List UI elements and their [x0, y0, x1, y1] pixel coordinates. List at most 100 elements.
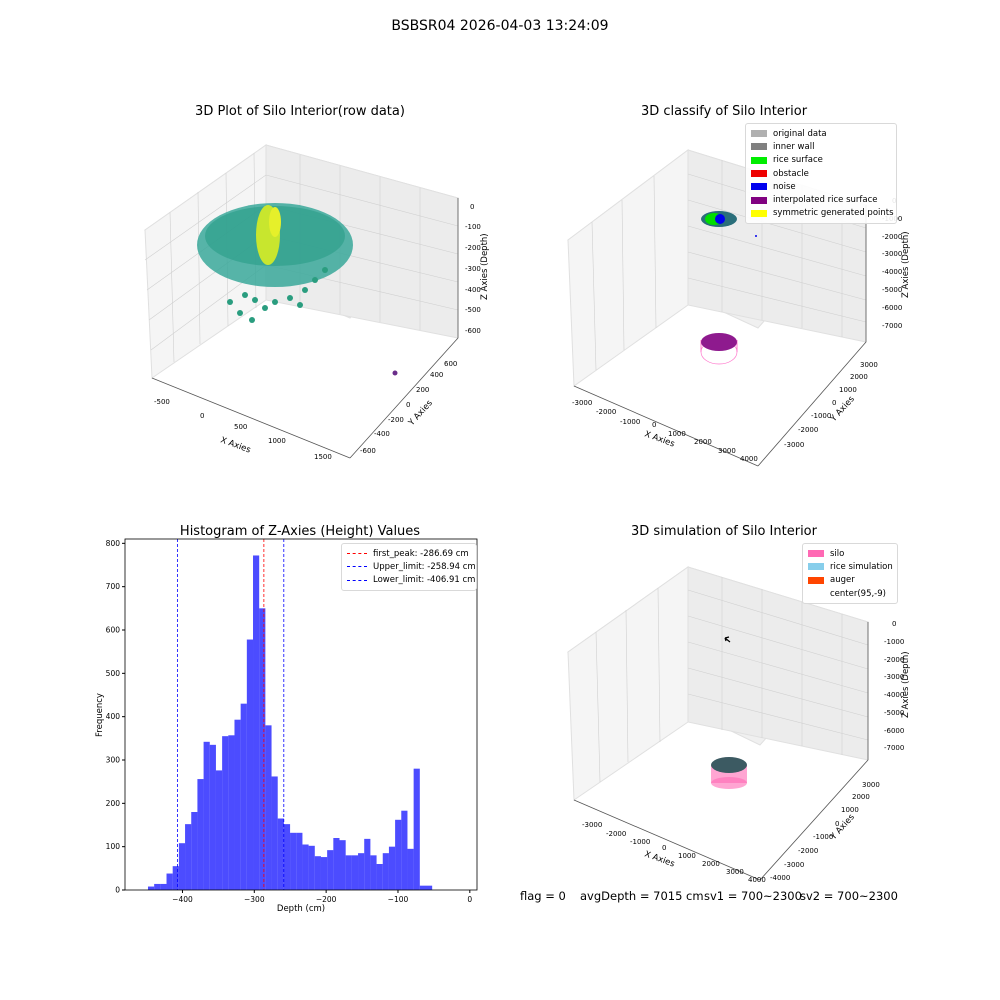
legend-line-blue [347, 579, 367, 581]
svg-text:3000: 3000 [862, 781, 880, 789]
histogram-bar [290, 832, 297, 890]
histogram-bar [178, 843, 186, 890]
y-tick-label: 500 [106, 669, 121, 678]
histogram-bar [395, 819, 402, 890]
histogram-bar [215, 770, 223, 890]
simulation-3d-plot[interactable]: -3000 -2000 -1000 0 1000 2000 3000 4000 … [562, 550, 922, 890]
svg-text:1000: 1000 [678, 852, 696, 860]
svg-text:-3000: -3000 [784, 441, 804, 449]
svg-text:4000: 4000 [740, 455, 758, 463]
histogram-bar [388, 846, 396, 890]
svg-text:3000: 3000 [718, 447, 736, 455]
legend-item: center(95,-9) [808, 587, 892, 600]
svg-text:0: 0 [662, 844, 666, 852]
histogram-bar [253, 555, 260, 890]
classify-legend: original data inner wall rice surface ob… [745, 123, 897, 225]
y-tick-label: 300 [106, 756, 121, 765]
y-tick-label: 700 [106, 582, 121, 591]
svg-text:-4000: -4000 [884, 691, 904, 699]
svg-text:4000: 4000 [748, 876, 766, 884]
histogram-bar [351, 855, 359, 890]
legend-label: rice simulation [830, 561, 893, 572]
panel-title-raw: 3D Plot of Silo Interior(row data) [195, 104, 405, 119]
svg-text:-1000: -1000 [813, 833, 833, 841]
histogram-bar [160, 883, 167, 890]
histogram-chart[interactable]: −400 −300 −200 −100 0 0 100 200 300 400 500 600 700… [80, 535, 500, 925]
x-tick-label: −400 [172, 895, 193, 904]
svg-text:-2000: -2000 [606, 830, 626, 838]
histogram-frame [124, 538, 478, 891]
svg-text:0: 0 [200, 412, 204, 420]
svg-text:0: 0 [835, 820, 839, 828]
histogram-bar [166, 873, 173, 890]
simulation-x-ticks: -3000 -2000 -1000 0 1000 2000 3000 4000 [582, 821, 766, 884]
y-tick-label: 0 [115, 886, 120, 895]
svg-text:-4000: -4000 [770, 874, 790, 882]
simulation-y-label: Y Axies [828, 812, 857, 843]
svg-text:3000: 3000 [860, 361, 878, 369]
histogram-bar [246, 639, 254, 890]
svg-text:1000: 1000 [668, 430, 686, 438]
svg-text:1000: 1000 [268, 437, 286, 445]
histogram-bar [154, 883, 161, 890]
svg-text:-400: -400 [465, 286, 481, 294]
legend-item: rice surface [751, 154, 891, 167]
histogram-bar [265, 725, 272, 890]
legend-label: auger [830, 575, 855, 586]
histogram-bar [240, 703, 247, 890]
legend-swatch [751, 196, 767, 204]
classify-interpolated-surface [701, 333, 737, 351]
histogram-bar [222, 736, 229, 890]
legend-item: symmetric generated points [751, 207, 894, 220]
svg-text:-2000: -2000 [798, 847, 818, 855]
svg-text:600: 600 [444, 360, 457, 368]
classify-y-ticks: -3000 -2000 -1000 0 1000 2000 3000 [784, 361, 878, 449]
simulation-x-label: X Axies [643, 849, 676, 869]
x-tick-label: −200 [316, 895, 337, 904]
simulation-z-ticks: 0 -1000 -2000 -3000 -4000 -5000 -6000 -7… [884, 620, 904, 752]
legend-item: original data [751, 127, 891, 140]
svg-text:0: 0 [892, 620, 896, 628]
y-tick-label: 100 [106, 842, 121, 851]
histogram-bar [283, 824, 291, 890]
svg-text:-300: -300 [465, 265, 481, 273]
legend-swatch [751, 209, 767, 217]
histogram-y-label: Frequency [95, 693, 105, 737]
histogram-x-ticks: −400 −300 −200 −100 0 [172, 890, 472, 904]
histogram-bar [228, 735, 235, 890]
svg-text:-7000: -7000 [884, 744, 904, 752]
svg-text:400: 400 [430, 371, 443, 379]
rice-simulation-surface [711, 757, 747, 773]
legend-item: silo [808, 547, 892, 560]
legend-swatch [751, 183, 767, 191]
classify-z-label: Z Axies (Depth) [901, 231, 911, 298]
legend-item: noise [751, 180, 891, 193]
histogram-bars [147, 555, 433, 890]
svg-text:-3000: -3000 [884, 673, 904, 681]
svg-text:-3000: -3000 [784, 861, 804, 869]
raw-z-label: Z Axies (Depth) [480, 233, 490, 300]
legend-item: Lower_limit: -406.91 cm [347, 574, 475, 587]
status-sv2: sv2 = 700~2300 [800, 889, 898, 903]
histogram-bar [197, 779, 204, 890]
simulation-z-label: Z Axies (Depth) [901, 651, 911, 718]
svg-text:2000: 2000 [702, 860, 720, 868]
legend-label: first_peak: -286.69 cm [373, 548, 469, 559]
svg-text:0: 0 [470, 203, 474, 211]
histogram-bar [147, 886, 155, 890]
raw-z-ticks: 0 -100 -200 -300 -400 -500 -600 [465, 203, 481, 335]
svg-text:-500: -500 [465, 306, 481, 314]
svg-text:0: 0 [652, 421, 656, 429]
raw-y-ticks: -600 -400 -200 0 200 400 600 [360, 360, 457, 455]
raw-scatter-points [227, 267, 328, 323]
raw-3d-plot[interactable]: -500 0 500 1000 1500 X Axies -600 -400 -… [140, 130, 500, 470]
x-tick-label: −300 [244, 895, 265, 904]
legend-label: original data [773, 128, 827, 139]
legend-item: first_peak: -286.69 cm [347, 547, 471, 560]
svg-text:2000: 2000 [852, 793, 870, 801]
svg-text:-2000: -2000 [884, 656, 904, 664]
svg-text:-5000: -5000 [884, 709, 904, 717]
x-tick-label: 0 [467, 895, 472, 904]
svg-text:1000: 1000 [841, 806, 859, 814]
legend-item: inner wall [751, 140, 891, 153]
